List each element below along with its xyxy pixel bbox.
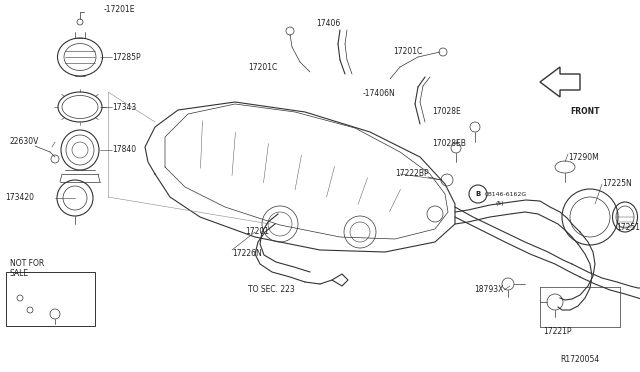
Text: 17406: 17406 — [316, 19, 340, 29]
Text: (5): (5) — [495, 202, 504, 206]
Text: 17028E: 17028E — [432, 108, 461, 116]
Text: 17222BP: 17222BP — [395, 170, 429, 179]
Text: 17201C: 17201C — [248, 62, 277, 71]
Text: R1720054: R1720054 — [560, 356, 599, 365]
Text: TO SEC. 223: TO SEC. 223 — [248, 285, 295, 295]
Text: B: B — [476, 191, 481, 197]
Text: 17343: 17343 — [112, 103, 136, 112]
Text: 08146-6162G: 08146-6162G — [485, 192, 527, 196]
Text: 17028EB: 17028EB — [432, 140, 466, 148]
Text: SALE: SALE — [10, 269, 29, 279]
Text: 17225N: 17225N — [602, 180, 632, 189]
Text: 17285P: 17285P — [112, 52, 141, 61]
Text: 17201: 17201 — [245, 228, 269, 237]
Text: 22630V: 22630V — [10, 138, 40, 147]
Text: 173420: 173420 — [5, 193, 34, 202]
Text: NOT FOR: NOT FOR — [10, 260, 44, 269]
Text: 17251: 17251 — [616, 222, 640, 231]
Text: 17840: 17840 — [112, 145, 136, 154]
Text: 17226N: 17226N — [232, 250, 262, 259]
Text: 17221P: 17221P — [543, 327, 572, 337]
Text: 18793X: 18793X — [474, 285, 504, 295]
Text: -17201E: -17201E — [104, 4, 136, 13]
Text: 17290M: 17290M — [568, 153, 599, 161]
Text: FRONT: FRONT — [570, 108, 600, 116]
Text: 17201C: 17201C — [393, 48, 422, 57]
Text: -17406N: -17406N — [363, 90, 396, 99]
